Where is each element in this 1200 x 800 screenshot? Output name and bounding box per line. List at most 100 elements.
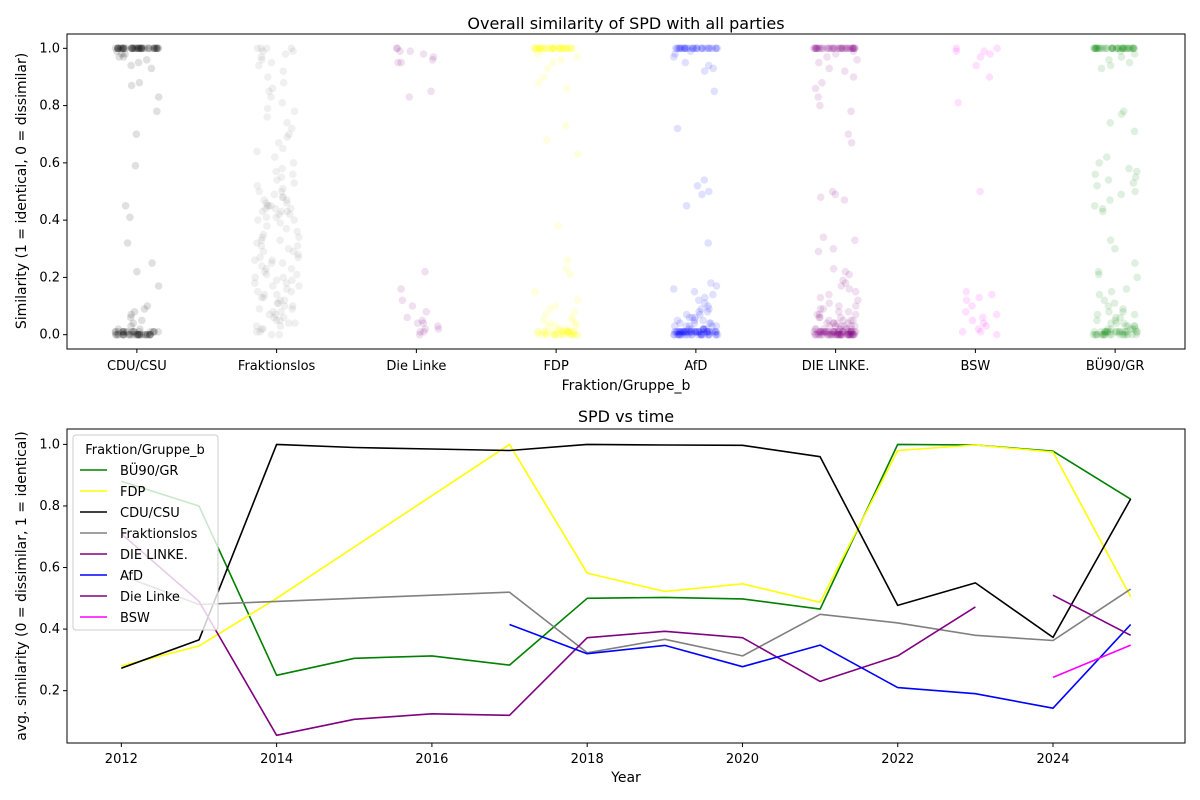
point-die-linke xyxy=(834,328,843,336)
point-cdu-csu xyxy=(142,56,151,64)
point-b-90-gr xyxy=(1099,207,1107,216)
point-fraktionslos xyxy=(271,204,280,213)
x-tick-label-cdu-csu: CDU/CSU xyxy=(107,359,167,374)
point-die-linke xyxy=(831,328,840,336)
point-fdp xyxy=(542,44,550,53)
point-die-linke xyxy=(825,299,833,308)
point-afd xyxy=(705,328,713,336)
point-b-90-gr xyxy=(1106,330,1114,339)
point-die-linke xyxy=(815,328,824,336)
point-cdu-csu xyxy=(136,44,144,53)
point-cdu-csu xyxy=(119,53,128,61)
point-die-linke xyxy=(847,330,856,339)
point-fdp xyxy=(533,44,541,53)
point-afd xyxy=(712,328,720,336)
point-afd xyxy=(674,330,683,339)
point-fraktionslos xyxy=(269,308,277,316)
point-b-90-gr xyxy=(1117,190,1125,199)
point-die-linke xyxy=(836,325,845,333)
point-cdu-csu xyxy=(127,81,136,90)
point-b-90-gr xyxy=(1095,290,1104,299)
point-b-90-gr xyxy=(1105,308,1113,316)
point-fraktionslos xyxy=(287,265,296,273)
point-afd xyxy=(706,44,714,53)
point-b-90-gr xyxy=(1105,56,1113,64)
point-afd xyxy=(704,44,713,53)
series-line-afd xyxy=(509,623,1132,709)
point-bsw xyxy=(993,44,1001,53)
point-b-90-gr xyxy=(1120,330,1128,339)
point-b-90-gr xyxy=(1108,44,1116,53)
y-tick-label: 0.6 xyxy=(39,561,60,576)
point-cdu-csu xyxy=(114,44,122,53)
point-bsw xyxy=(961,308,970,316)
point-fraktionslos xyxy=(282,224,291,233)
point-die-linke xyxy=(811,84,820,93)
point-fraktionslos xyxy=(262,265,271,273)
point-fraktionslos xyxy=(259,247,268,256)
point-afd xyxy=(670,330,678,339)
point-afd xyxy=(703,308,712,316)
point-die-linke xyxy=(836,44,845,53)
point-b-90-gr xyxy=(1125,58,1134,67)
point-fraktionslos xyxy=(265,310,274,319)
y-tick-label: 0.2 xyxy=(39,270,60,285)
point-cdu-csu xyxy=(149,328,157,336)
point-fraktionslos xyxy=(290,216,299,224)
point-fraktionslos xyxy=(273,290,281,299)
point-die-linke xyxy=(825,44,833,53)
point-fraktionslos xyxy=(256,253,264,262)
point-afd xyxy=(682,44,690,53)
point-die-linke xyxy=(827,330,836,339)
point-b-90-gr xyxy=(1131,173,1140,181)
point-fraktionslos xyxy=(288,124,296,133)
point-die-linke xyxy=(834,330,842,339)
point-cdu-csu xyxy=(133,330,142,339)
point-b-90-gr xyxy=(1095,159,1103,167)
point-afd xyxy=(703,328,711,336)
point-fraktionslos xyxy=(251,273,259,282)
point-afd xyxy=(687,328,695,336)
point-die-linke xyxy=(822,44,831,53)
point-fraktionslos xyxy=(252,328,261,336)
point-b-90-gr xyxy=(1132,328,1141,336)
point-b-90-gr xyxy=(1129,325,1137,333)
point-afd xyxy=(693,44,701,53)
point-die-linke xyxy=(848,328,856,336)
point-die-linke xyxy=(830,44,838,53)
point-fraktionslos xyxy=(288,302,297,310)
point-b-90-gr xyxy=(1091,330,1099,339)
point-die-linke xyxy=(843,330,851,339)
point-b-90-gr xyxy=(1121,328,1130,336)
point-b-90-gr xyxy=(1103,44,1111,53)
y-tick-label: 1.0 xyxy=(39,437,60,452)
point-fraktionslos xyxy=(267,58,276,67)
point-fdp xyxy=(538,44,546,53)
x-tick-label-b-90-gr: BÜ90/GR xyxy=(1086,357,1144,374)
point-fdp xyxy=(549,58,557,67)
point-cdu-csu xyxy=(127,322,135,330)
point-afd xyxy=(699,325,708,333)
point-cdu-csu xyxy=(118,328,127,336)
point-b-90-gr xyxy=(1091,44,1100,53)
point-b-90-gr xyxy=(1119,305,1127,313)
point-afd xyxy=(708,44,717,53)
point-bsw xyxy=(985,73,994,81)
point-fraktionslos xyxy=(263,113,272,121)
point-die-linke xyxy=(815,310,824,319)
point-b-90-gr xyxy=(1104,176,1113,184)
point-die-linke xyxy=(819,44,827,53)
point-fraktionslos xyxy=(270,190,279,199)
point-cdu-csu xyxy=(149,44,157,53)
line-x-axis: 2012 2014 2016 2018 2020 2022 2024 xyxy=(105,743,1070,767)
point-die-linke xyxy=(816,313,824,322)
point-b-90-gr xyxy=(1118,328,1127,336)
point-cdu-csu xyxy=(126,213,134,222)
point-die-linke xyxy=(835,330,844,339)
legend-label-fdp: FDP xyxy=(120,485,145,500)
point-b-90-gr xyxy=(1114,44,1123,53)
point-die-linke xyxy=(815,44,823,53)
point-die-linke xyxy=(816,293,825,302)
point-b-90-gr xyxy=(1124,322,1132,330)
point-afd xyxy=(677,328,685,336)
